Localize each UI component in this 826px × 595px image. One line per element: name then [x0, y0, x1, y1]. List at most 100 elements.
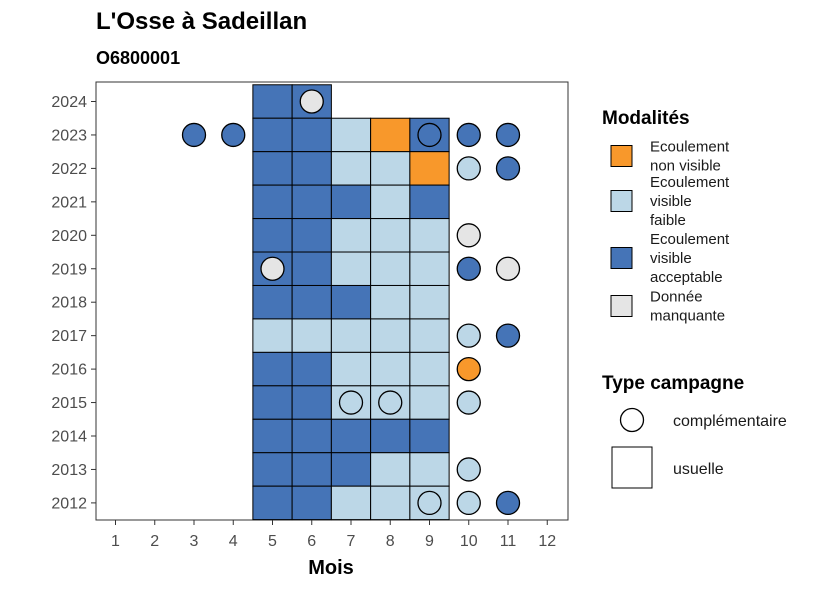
x-axis: 1 2 3 4 5 6 7 8 9 10 11 12 — [111, 520, 556, 550]
cell-2017-9 — [409, 318, 450, 353]
cell-2019-8 — [370, 251, 411, 286]
point-2024-6 — [299, 89, 324, 114]
x-tick-label: 6 — [307, 533, 316, 550]
cell-2014-7 — [330, 418, 372, 454]
cell-2021-7 — [330, 184, 372, 220]
legend-title-campagne: Type campagne — [602, 373, 744, 394]
cell-2016-7 — [330, 351, 372, 387]
cell-2016-8 — [370, 351, 411, 387]
x-tick-label: 10 — [460, 533, 478, 550]
legend: Modalités Ecoulement non visibleEcoulemen… — [602, 108, 787, 489]
point-2022-11 — [495, 156, 521, 181]
point-2020-10 — [456, 223, 481, 248]
cell-2022-6 — [291, 151, 332, 186]
cell-2012-8 — [370, 485, 411, 521]
y-tick-label: 2016 — [51, 362, 87, 379]
chart-subtitle: O6800001 — [96, 48, 180, 68]
cell-2018-8 — [370, 284, 411, 320]
legend-key-vf — [610, 190, 633, 212]
point-2019-11 — [495, 256, 521, 281]
y-tick-label: 2019 — [51, 261, 87, 278]
cell-2023-5 — [252, 117, 293, 153]
legend-key-usu — [611, 446, 653, 489]
y-tick-label: 2012 — [51, 495, 87, 512]
y-tick-label: 2021 — [51, 194, 87, 211]
legend-label-usu: usuelle — [673, 461, 724, 478]
legend-label-dm: Donnée manquante — [650, 289, 725, 325]
cell-2012-7 — [330, 485, 372, 521]
cell-2021-6 — [291, 184, 332, 220]
cell-2023-7 — [330, 117, 372, 153]
heatmap-cells — [252, 84, 450, 521]
point-2015-8 — [378, 390, 403, 415]
legend-title-modalites: Modalités — [602, 108, 690, 129]
cell-2014-6 — [291, 418, 332, 454]
y-tick-label: 2023 — [51, 127, 87, 144]
cell-2015-9 — [409, 385, 450, 420]
point-2017-10 — [456, 323, 481, 348]
point-2023-3 — [181, 122, 207, 148]
cell-2023-6 — [291, 117, 332, 153]
cell-2016-9 — [409, 351, 450, 387]
cell-2024-5 — [252, 84, 293, 119]
cell-2020-6 — [291, 218, 332, 253]
legend-key-dm — [610, 295, 633, 317]
point-2023-10 — [456, 122, 481, 148]
cell-2013-5 — [252, 452, 293, 487]
y-tick-label: 2022 — [51, 161, 87, 178]
point-2023-11 — [495, 122, 521, 148]
legend-campagne: complémentaire usuelle — [611, 407, 787, 489]
cell-2022-7 — [330, 151, 372, 186]
point-2015-7 — [338, 390, 364, 415]
cell-2014-8 — [370, 418, 411, 454]
cell-2018-5 — [252, 284, 293, 320]
cell-2019-7 — [330, 251, 372, 286]
cell-2020-8 — [370, 218, 411, 253]
point-2013-10 — [456, 457, 481, 482]
cell-2021-5 — [252, 184, 293, 220]
point-2012-11 — [495, 490, 521, 516]
cell-2020-9 — [409, 218, 450, 253]
cell-2013-9 — [409, 452, 450, 487]
y-tick-label: 2015 — [51, 395, 87, 412]
cell-2016-6 — [291, 351, 332, 387]
cell-2021-8 — [370, 184, 411, 220]
cell-2012-6 — [291, 485, 332, 521]
x-tick-label: 8 — [386, 533, 395, 550]
legend-label-va: Ecoulement visible acceptable — [650, 231, 730, 286]
cell-2015-6 — [291, 385, 332, 420]
x-tick-label: 11 — [500, 533, 517, 550]
x-tick-label: 1 — [111, 533, 120, 550]
x-tick-label: 7 — [347, 533, 356, 550]
legend-label-nv: Ecoulement non visible — [650, 139, 730, 175]
cell-2022-5 — [252, 151, 293, 186]
point-2012-10 — [456, 490, 481, 516]
point-2023-4 — [221, 122, 246, 148]
cell-2020-7 — [330, 218, 372, 253]
cell-2015-5 — [252, 385, 293, 420]
point-2019-10 — [456, 256, 481, 281]
legend-key-comp — [619, 407, 645, 433]
point-2015-10 — [456, 390, 481, 415]
y-tick-label: 2014 — [51, 429, 87, 446]
complementary-points — [181, 89, 521, 516]
cell-2019-6 — [291, 251, 332, 286]
cell-2021-9 — [409, 184, 450, 220]
y-tick-label: 2013 — [51, 462, 87, 479]
cell-2017-6 — [291, 318, 332, 353]
y-axis: 2024 2023 2022 2021 2020 2019 2018 2017 2016 2015… — [51, 94, 96, 512]
cell-2018-7 — [330, 284, 372, 320]
cell-2023-8 — [370, 117, 411, 153]
point-2019-5 — [260, 256, 285, 281]
y-tick-label: 2017 — [51, 328, 87, 345]
point-2012-9 — [417, 490, 442, 516]
legend-key-nv — [610, 145, 633, 167]
cell-2012-5 — [252, 485, 293, 521]
x-tick-label: 12 — [538, 533, 556, 550]
legend-label-vf: Ecoulement visible faible — [650, 174, 730, 229]
cell-2014-9 — [409, 418, 450, 454]
cell-2013-8 — [370, 452, 411, 487]
chart-title: L'Osse à Sadeillan — [96, 8, 307, 35]
